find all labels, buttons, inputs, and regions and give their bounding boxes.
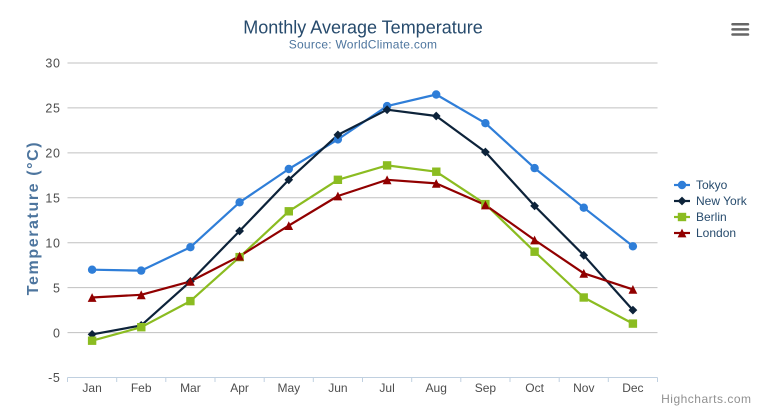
svg-text:Dec: Dec bbox=[622, 381, 643, 395]
svg-text:Jan: Jan bbox=[82, 381, 101, 395]
svg-text:Temperature (°C): Temperature (°C) bbox=[25, 141, 42, 295]
svg-text:Monthly Average Temperature: Monthly Average Temperature bbox=[243, 18, 482, 38]
svg-text:Sep: Sep bbox=[475, 381, 497, 395]
svg-text:May: May bbox=[277, 381, 300, 395]
svg-text:Apr: Apr bbox=[230, 381, 249, 395]
svg-text:30: 30 bbox=[45, 57, 60, 71]
svg-text:Tokyo: Tokyo bbox=[696, 178, 728, 192]
svg-text:Source: WorldClimate.com: Source: WorldClimate.com bbox=[289, 38, 438, 52]
svg-text:15: 15 bbox=[45, 192, 60, 206]
svg-text:10: 10 bbox=[45, 236, 60, 250]
svg-text:5: 5 bbox=[53, 281, 61, 295]
svg-text:25: 25 bbox=[45, 102, 60, 116]
svg-text:Oct: Oct bbox=[525, 381, 544, 395]
svg-text:Jun: Jun bbox=[328, 381, 347, 395]
svg-text:20: 20 bbox=[45, 147, 60, 161]
svg-text:Berlin: Berlin bbox=[696, 210, 727, 224]
svg-text:Feb: Feb bbox=[131, 381, 152, 395]
svg-text:Jul: Jul bbox=[379, 381, 394, 395]
svg-text:Aug: Aug bbox=[426, 381, 447, 395]
svg-text:London: London bbox=[696, 226, 736, 240]
svg-text:Highcharts.com: Highcharts.com bbox=[661, 392, 751, 406]
svg-text:New York: New York bbox=[696, 194, 748, 208]
svg-text:Mar: Mar bbox=[180, 381, 201, 395]
svg-text:Nov: Nov bbox=[573, 381, 594, 395]
svg-text:-5: -5 bbox=[48, 371, 60, 385]
svg-text:0: 0 bbox=[53, 326, 61, 340]
